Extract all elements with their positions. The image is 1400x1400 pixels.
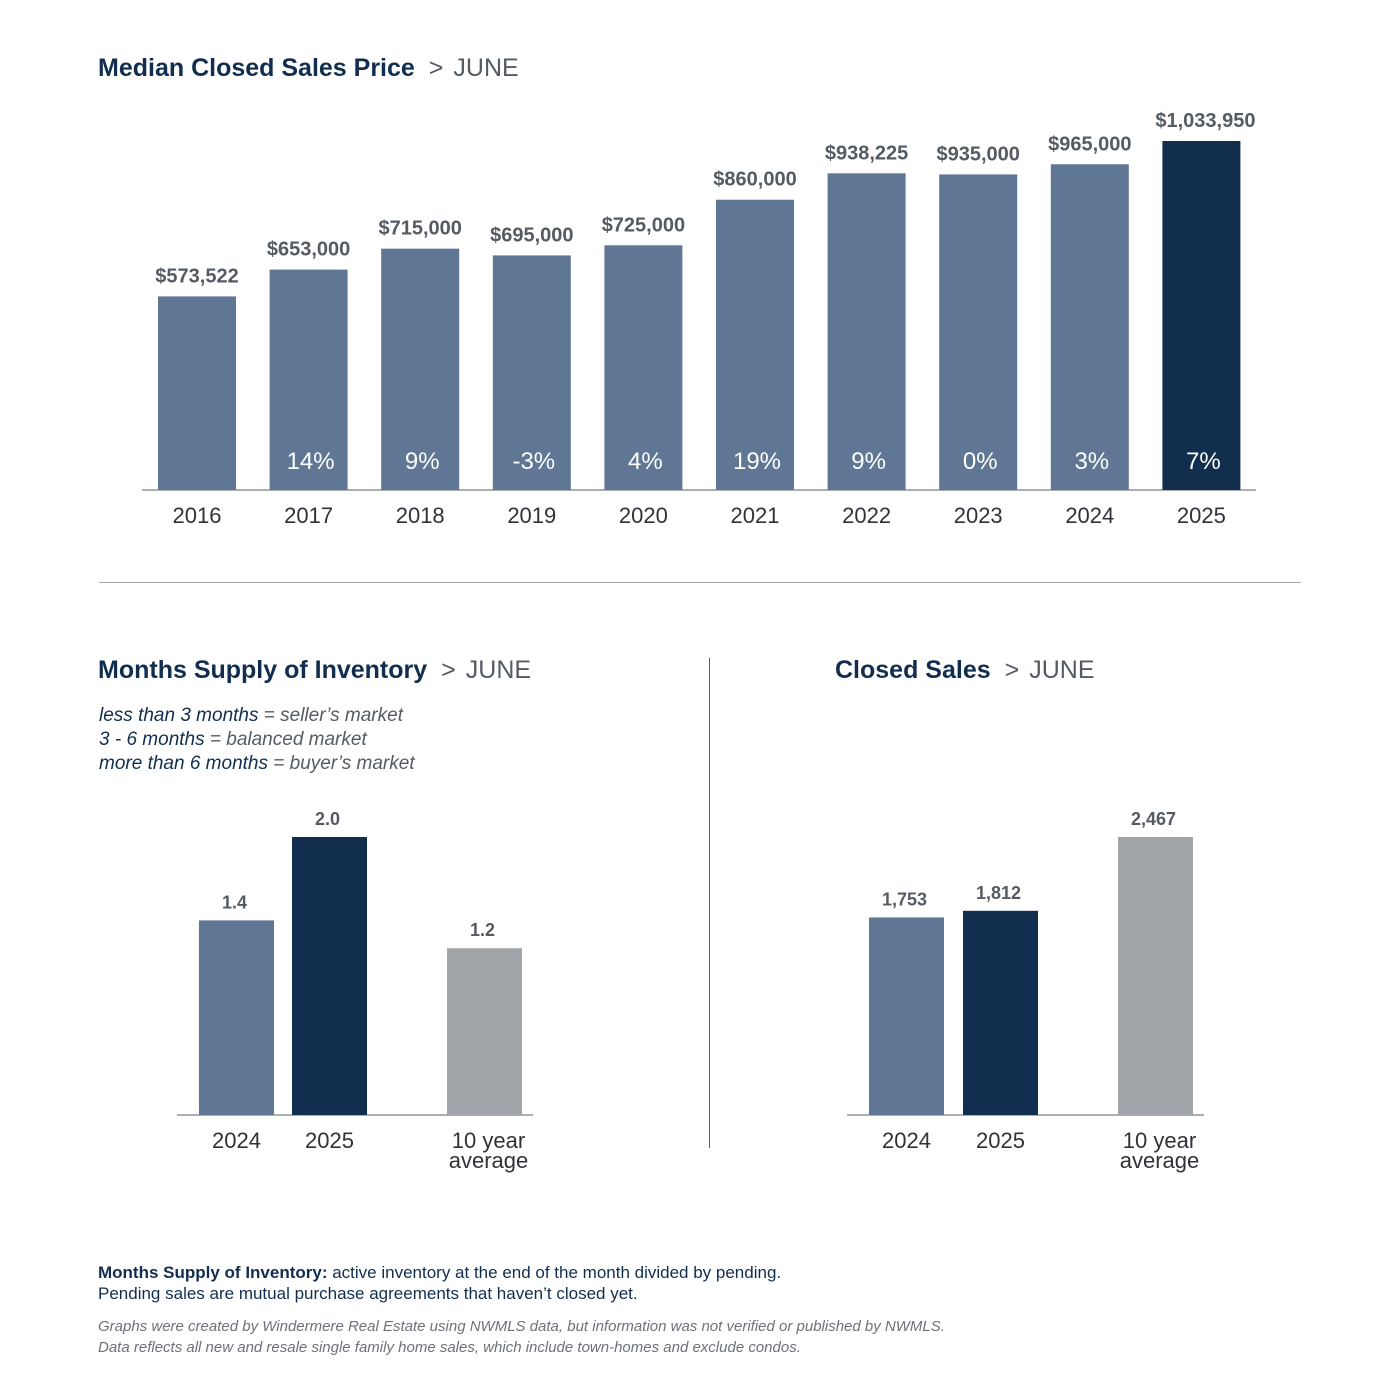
median-price-chart: $573,522 2016 $653,000 14% 2017 $715,000 9% 201… — [142, 110, 1256, 528]
legend-value: = buyer’s market — [273, 753, 415, 774]
value-label: 1.2 — [470, 920, 495, 940]
value-label: $935,000 — [936, 143, 1019, 165]
x-tick-label: 2020 — [619, 503, 668, 528]
bar-2025 — [963, 910, 1038, 1115]
change-label: 7% — [1186, 448, 1221, 475]
value-label: $725,000 — [602, 214, 685, 236]
x-tick-label: 2025 — [305, 1128, 354, 1153]
footnote-line-2: Pending sales are mutual purchase agreem… — [98, 1284, 638, 1303]
column-divider — [709, 658, 710, 1148]
value-label: $715,000 — [378, 218, 461, 240]
median-price-title-separator: > — [428, 54, 444, 82]
change-label: 19% — [733, 448, 781, 475]
value-label: $573,522 — [155, 265, 238, 287]
bar-2024 — [1050, 164, 1129, 490]
value-label: $860,000 — [713, 169, 796, 191]
months-supply-title-separator: > — [441, 656, 456, 684]
bar-2024 — [869, 917, 944, 1115]
months-supply-chart: 1.4 2024 2.0 2025 1.2 10 year average — [177, 809, 533, 1173]
legend-value: = balanced market — [209, 729, 367, 750]
x-tick-label: 2016 — [173, 503, 222, 528]
bar-2018 — [381, 248, 460, 490]
bar-2021 — [716, 199, 794, 491]
bar-2023 — [939, 174, 1018, 490]
x-tick-label: 2018 — [396, 503, 445, 528]
months-supply-title: Months Supply of Inventory > JUNE — [98, 656, 531, 685]
value-label: $938,225 — [825, 142, 908, 164]
closed-sales-title-text: Closed Sales — [835, 656, 991, 684]
footnote-text: active inventory at the end of the month… — [327, 1263, 782, 1282]
value-label: 2,467 — [1131, 809, 1176, 829]
legend-row-balanced: 3 - 6 months = balanced market — [99, 728, 415, 752]
closed-sales-title: Closed Sales > JUNE — [835, 656, 1095, 685]
value-label: 2.0 — [315, 809, 340, 829]
legend-row-sellers: less than 3 months = seller’s market — [99, 704, 415, 728]
x-tick-label: 2024 — [212, 1128, 261, 1153]
value-label: $653,000 — [267, 239, 350, 261]
change-label: 4% — [628, 448, 663, 475]
x-tick-label: 2022 — [842, 503, 891, 528]
legend-key: 3 - 6 months — [99, 729, 205, 750]
legend-row-buyers: more than 6 months = buyer’s market — [99, 752, 415, 776]
legend-value: = seller’s market — [263, 705, 403, 726]
x-tick-label: 2021 — [731, 503, 780, 528]
bar-2024 — [199, 920, 274, 1115]
legend-key: less than 3 months — [99, 705, 259, 726]
change-label: 3% — [1074, 448, 1109, 475]
market-legend: less than 3 months = seller’s market 3 -… — [99, 704, 415, 776]
x-tick-label: 2017 — [284, 503, 333, 528]
closed-sales-chart: 1,753 2024 1,812 2025 2,467 10 year average — [847, 809, 1204, 1173]
closed-sales-title-month: JUNE — [1029, 656, 1095, 684]
value-label: $1,033,950 — [1155, 110, 1255, 132]
footnote-bold: Months Supply of Inventory: — [98, 1263, 328, 1282]
change-label: 0% — [963, 448, 998, 475]
value-label: $965,000 — [1048, 133, 1131, 155]
bar-2019 — [492, 255, 571, 490]
disclaimer-line-1: Graphs were created by Windermere Real E… — [98, 1318, 945, 1335]
change-label: -3% — [512, 448, 555, 475]
section-divider — [99, 582, 1301, 583]
change-label: 9% — [851, 448, 886, 475]
closed-sales-title-separator: > — [1004, 656, 1020, 684]
x-tick-label: 2024 — [1065, 503, 1114, 528]
bar-2022 — [827, 173, 906, 490]
bar-2025 — [1162, 141, 1241, 490]
value-label: $695,000 — [490, 224, 573, 246]
x-tick-label: 2025 — [976, 1128, 1025, 1153]
change-label: 14% — [287, 448, 335, 475]
x-tick-label: 2023 — [954, 503, 1003, 528]
months-supply-title-text: Months Supply of Inventory — [98, 656, 428, 684]
median-price-title: Median Closed Sales Price > JUNE — [98, 54, 519, 83]
bar-2016 — [158, 296, 236, 490]
bar-2025 — [292, 837, 367, 1115]
x-tick-label: 2025 — [1177, 503, 1226, 528]
disclaimer-line-2: Data reflects all new and resale single … — [98, 1339, 801, 1356]
disclaimer: Graphs were created by Windermere Real E… — [98, 1316, 945, 1358]
x-tick-label: 2024 — [882, 1128, 931, 1153]
x-tick-label: 10 year average — [1120, 1128, 1200, 1173]
x-tick-label: 2019 — [507, 503, 556, 528]
bar-2017 — [269, 269, 348, 490]
footnote-line-1: Months Supply of Inventory: active inven… — [98, 1262, 781, 1283]
change-label: 9% — [405, 448, 440, 475]
legend-key: more than 6 months — [99, 753, 268, 774]
median-price-title-month: JUNE — [453, 54, 519, 82]
median-price-title-text: Median Closed Sales Price — [98, 54, 415, 82]
bar-10-year-average — [447, 948, 522, 1115]
months-supply-title-month: JUNE — [465, 656, 532, 684]
value-label: 1,812 — [976, 883, 1021, 903]
value-label: 1.4 — [222, 892, 247, 912]
footnote: Months Supply of Inventory: active inven… — [98, 1262, 781, 1304]
bar-10-year-average — [1118, 837, 1193, 1115]
value-label: 1,753 — [882, 889, 927, 909]
bar-2020 — [604, 245, 683, 490]
x-tick-label: 10 year average — [449, 1128, 529, 1173]
